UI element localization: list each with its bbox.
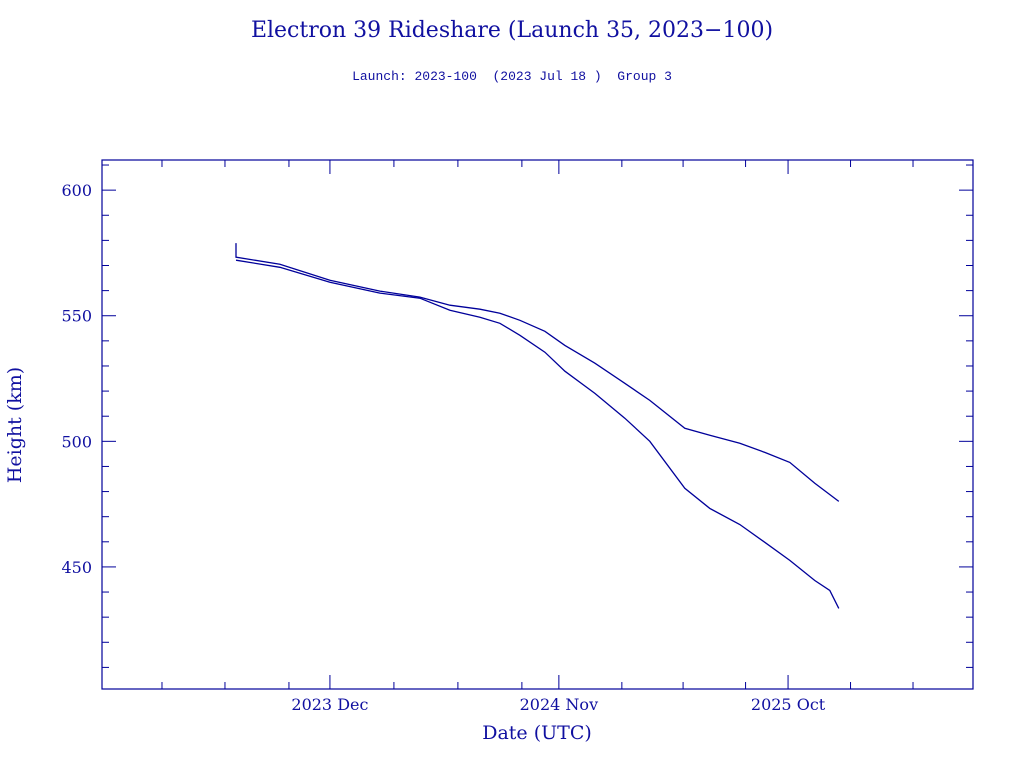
x-axis-label: Date (UTC) bbox=[482, 722, 592, 744]
y-axis-label: Height (km) bbox=[4, 367, 26, 483]
y-tick-label: 500 bbox=[61, 432, 92, 451]
x-tick-label: 2024 Nov bbox=[520, 695, 598, 714]
plot-frame bbox=[101, 159, 974, 690]
chart-subtitle: Launch: 2023-100 (2023 Jul 18 ) Group 3 bbox=[352, 69, 672, 84]
axis-ticks: 2023 Dec 2024 Nov 2025 Oct 450 500 550 600 bbox=[61, 160, 973, 714]
series-line-object-1 bbox=[235, 243, 840, 502]
chart-title: Electron 39 Rideshare (Launch 35, 2023−1… bbox=[251, 18, 773, 43]
x-tick-label: 2023 Dec bbox=[291, 695, 368, 714]
y-tick-label: 450 bbox=[61, 558, 92, 577]
x-tick-label: 2025 Oct bbox=[751, 695, 826, 714]
series-line-object-2 bbox=[235, 259, 840, 609]
series-lines bbox=[235, 243, 840, 609]
y-tick-label: 600 bbox=[61, 181, 92, 200]
y-tick-label: 550 bbox=[61, 307, 92, 326]
